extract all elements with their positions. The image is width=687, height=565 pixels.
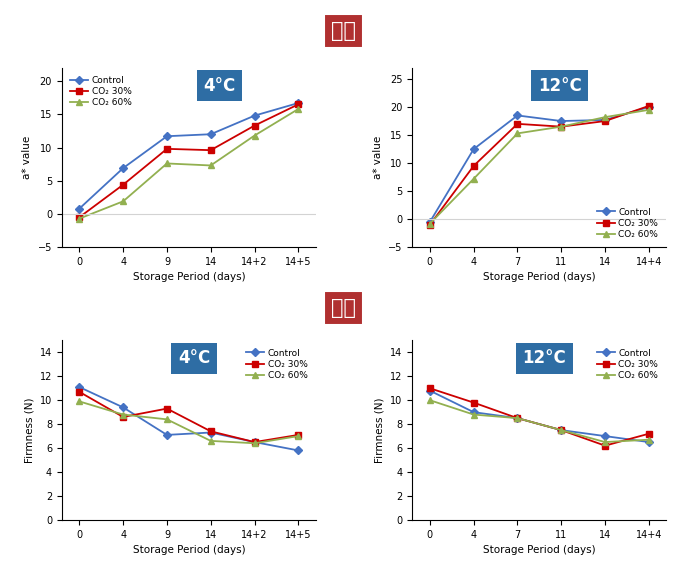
Legend: Control, CO₂ 30%, CO₂ 60%: Control, CO₂ 30%, CO₂ 60% (67, 72, 135, 111)
Y-axis label: a* value: a* value (373, 136, 383, 179)
Y-axis label: a* value: a* value (22, 136, 32, 179)
Text: 4°C: 4°C (178, 349, 210, 367)
Legend: Control, CO₂ 30%, CO₂ 60%: Control, CO₂ 30%, CO₂ 60% (243, 345, 311, 384)
Text: 12°C: 12°C (538, 77, 582, 95)
Text: 12°C: 12°C (523, 349, 566, 367)
X-axis label: Storage Period (days): Storage Period (days) (483, 272, 596, 282)
Text: 색도: 색도 (331, 21, 356, 41)
X-axis label: Storage Period (days): Storage Period (days) (133, 272, 245, 282)
X-axis label: Storage Period (days): Storage Period (days) (133, 545, 245, 555)
Legend: Control, CO₂ 30%, CO₂ 60%: Control, CO₂ 30%, CO₂ 60% (593, 204, 662, 242)
Text: 경도: 경도 (331, 298, 356, 318)
X-axis label: Storage Period (days): Storage Period (days) (483, 545, 596, 555)
Legend: Control, CO₂ 30%, CO₂ 60%: Control, CO₂ 30%, CO₂ 60% (593, 345, 662, 384)
Text: 4°C: 4°C (203, 77, 236, 95)
Y-axis label: Firmness (N): Firmness (N) (374, 397, 385, 463)
Y-axis label: Firmness (N): Firmness (N) (24, 397, 34, 463)
